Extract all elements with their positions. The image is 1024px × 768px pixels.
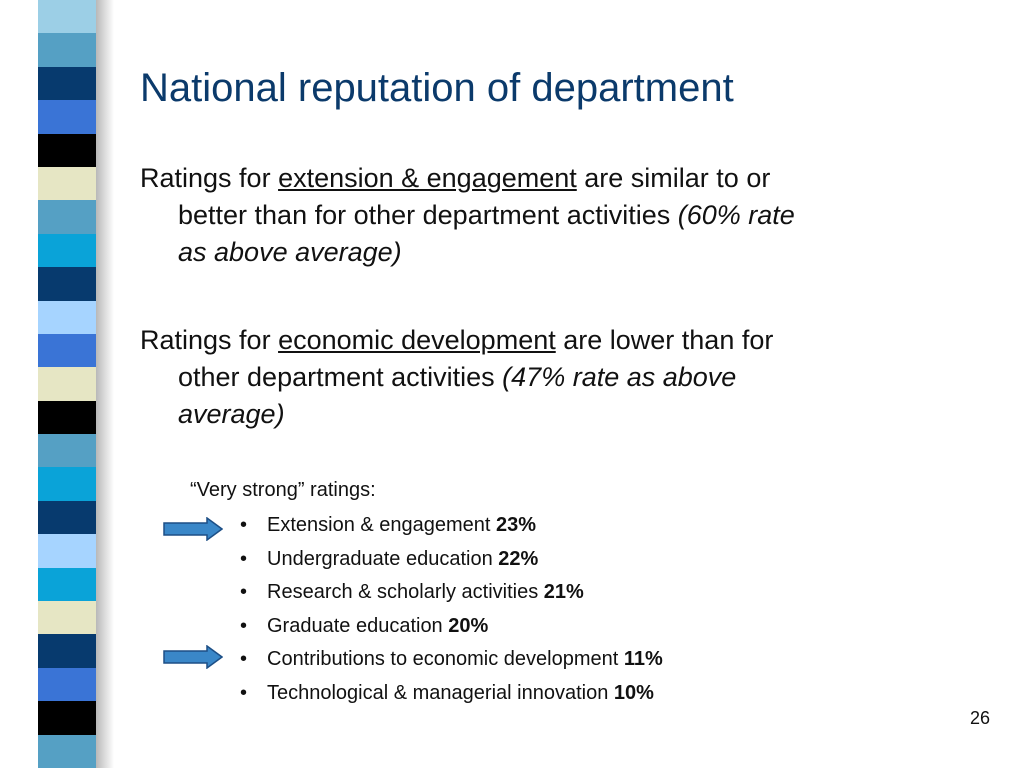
- list-item: • Research & scholarly activities 21%: [240, 578, 663, 612]
- list-item: • Graduate education 20%: [240, 612, 663, 646]
- decorative-stripe: [38, 0, 96, 768]
- stripe-block: [38, 367, 96, 401]
- rating-percent: 23%: [496, 514, 537, 536]
- stripe-block: [38, 601, 96, 635]
- list-item: • Extension & engagement 23%: [240, 511, 663, 545]
- slide-title: National reputation of department: [140, 66, 734, 110]
- stripe-block: [38, 434, 96, 468]
- stripe-block: [38, 567, 96, 602]
- rating-label: Technological & managerial innovation: [267, 681, 614, 704]
- ratings-list: • Extension & engagement 23% • Undergradua…: [240, 511, 663, 712]
- rating-label: Extension & engagement: [267, 514, 497, 536]
- rating-percent: 11%: [623, 648, 663, 670]
- stripe-block: [38, 400, 96, 435]
- rating-percent: 20%: [448, 614, 489, 637]
- rating-label: Undergraduate education: [267, 547, 499, 570]
- paragraph-line2: better than for other department activit…: [140, 197, 970, 234]
- stripe-block: [38, 0, 96, 34]
- stripe-block: [38, 233, 96, 268]
- paragraph-economic: Ratings for economic development are low…: [140, 322, 970, 433]
- right-arrow-icon: [163, 517, 223, 541]
- stripe-block: [38, 166, 96, 201]
- list-item: • Technological & managerial innovation 1…: [240, 679, 663, 713]
- stripe-block: [38, 200, 96, 234]
- stripe-block: [38, 634, 96, 668]
- paragraph-line2-text: other department activities: [178, 362, 503, 392]
- stripe-block: [38, 701, 96, 735]
- very-strong-heading: “Very strong” ratings:: [190, 479, 376, 501]
- paragraph-note: (60% rate: [677, 200, 795, 230]
- stripe-block: [38, 66, 96, 101]
- list-item: • Contributions to economic development 1…: [240, 645, 663, 679]
- bullet-icon: •: [240, 614, 248, 637]
- paragraph-note-cont: average): [178, 399, 285, 429]
- paragraph-note: (47% rate as above: [502, 362, 737, 392]
- rating-percent: 21%: [543, 581, 584, 603]
- stripe-block: [38, 300, 96, 334]
- paragraph-topic: economic development: [278, 325, 556, 355]
- bullet-icon: •: [240, 681, 248, 704]
- page-number: 26: [969, 708, 990, 728]
- rating-percent: 10%: [613, 681, 654, 704]
- rating-label: Graduate education: [267, 614, 449, 637]
- right-arrow-icon: [163, 645, 223, 669]
- stripe-shadow: [96, 0, 114, 768]
- paragraph-line2: other department activities (47% rate as…: [140, 359, 970, 396]
- rating-label: Research & scholarly activities: [267, 581, 544, 603]
- bullet-icon: •: [240, 547, 248, 570]
- paragraph-lead: Ratings for: [140, 163, 279, 193]
- stripe-block: [38, 467, 96, 501]
- stripe-block: [38, 267, 96, 301]
- paragraph-line2-text: better than for other department activit…: [178, 200, 678, 230]
- stripe-block: [38, 534, 96, 568]
- bullet-icon: •: [240, 514, 248, 536]
- rating-label: Contributions to economic development: [267, 648, 624, 670]
- paragraph-line1-rest: are similar to or: [576, 163, 771, 193]
- paragraph-line1-rest: are lower than for: [555, 325, 774, 355]
- paragraph-note-cont: as above average): [178, 237, 402, 267]
- stripe-block: [38, 33, 96, 67]
- paragraph-lead: Ratings for: [140, 325, 279, 355]
- paragraph-extension: Ratings for extension & engagement are s…: [140, 160, 970, 271]
- rating-percent: 22%: [498, 547, 539, 570]
- stripe-block: [38, 667, 96, 702]
- paragraph-topic: extension & engagement: [278, 163, 577, 193]
- list-item: • Undergraduate education 22%: [240, 545, 663, 579]
- stripe-block: [38, 100, 96, 134]
- bullet-icon: •: [240, 648, 248, 670]
- bullet-icon: •: [240, 581, 248, 603]
- stripe-block: [38, 333, 96, 368]
- stripe-block: [38, 133, 96, 167]
- stripe-block: [38, 500, 96, 535]
- stripe-block: [38, 734, 96, 768]
